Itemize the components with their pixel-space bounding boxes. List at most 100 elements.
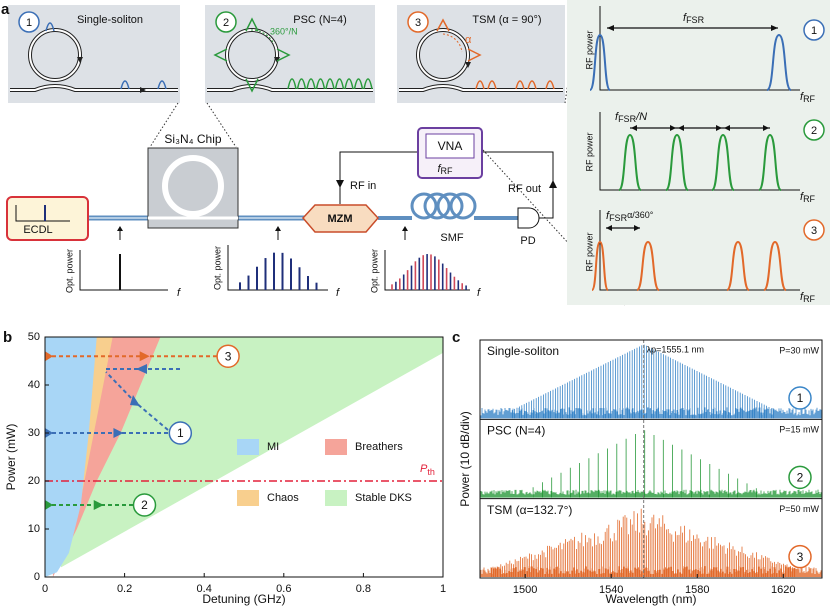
pulse xyxy=(287,78,297,90)
badge-label: 2 xyxy=(797,471,804,485)
inset-title: Single-soliton xyxy=(77,14,143,26)
pulse xyxy=(45,22,55,32)
pulse xyxy=(344,78,354,90)
vna-symbol: fRF xyxy=(437,163,453,176)
panel-label: a xyxy=(1,1,10,18)
y-axis-label: Power (10 dB/div) xyxy=(458,411,472,506)
badge-label: 2 xyxy=(223,17,229,29)
x-tick-label: 1500 xyxy=(513,584,537,596)
rf-peak xyxy=(711,133,735,191)
detector xyxy=(517,207,540,229)
y-tick-label: 50 xyxy=(28,331,40,343)
chip-label: Si₃N₄ Chip xyxy=(164,132,221,146)
legend-label: Chaos xyxy=(267,492,299,504)
badge-label: 3 xyxy=(811,225,817,237)
spectrum-ylabel: Opt. power xyxy=(369,249,379,293)
y-tick-label: 10 xyxy=(28,523,40,535)
badge xyxy=(788,465,812,490)
arrowhead xyxy=(45,351,53,362)
rf-panel xyxy=(567,0,830,305)
y-tick-label: 0 xyxy=(34,571,40,583)
pulse xyxy=(487,80,497,90)
spectrum xyxy=(480,344,822,419)
badge-label: 2 xyxy=(811,125,817,137)
x-axis-label: Detuning (GHz) xyxy=(202,592,285,606)
x-tick-label: 1620 xyxy=(771,584,795,596)
state-marker xyxy=(168,421,193,445)
rf-column: RF power RF power RF power fRF fRF fRF f… xyxy=(567,0,830,305)
pulse xyxy=(296,78,307,90)
rf-peak xyxy=(589,33,611,91)
x-tick-label: 0.8 xyxy=(356,583,371,595)
spectrum-axis xyxy=(384,250,470,291)
laser xyxy=(6,196,89,241)
y-tick-label: 20 xyxy=(28,475,40,487)
plot-frame xyxy=(479,339,823,579)
pulse xyxy=(213,48,228,62)
x-tick-label: 0.4 xyxy=(197,583,212,595)
inset-annotation: 360°/N xyxy=(270,26,298,36)
spectrum xyxy=(480,508,822,577)
rf-ylabel: RF power xyxy=(584,132,594,171)
spectrum-xlabel: f xyxy=(177,287,181,299)
rf-annotation: fFSR xyxy=(683,12,705,25)
rf-out-label: RF out xyxy=(508,183,541,195)
pulse xyxy=(353,78,364,90)
legend-label: Breathers xyxy=(355,441,403,453)
spectrum-xlabel: f xyxy=(477,287,481,299)
power-label: P=50 mW xyxy=(779,504,819,514)
legend-swatch xyxy=(325,490,347,506)
rf-annotation: fFSR/N xyxy=(615,111,647,124)
x-tick-label: 1 xyxy=(440,583,446,595)
pulse xyxy=(475,80,485,90)
rf-ylabel: RF power xyxy=(584,232,594,271)
badge-label: 3 xyxy=(415,17,421,29)
x-tick-label: 0.2 xyxy=(117,583,132,595)
pulse xyxy=(157,80,167,90)
rf-xlabel: fRF xyxy=(800,191,816,204)
state-label: 1 xyxy=(177,426,184,440)
rf-arrowheads xyxy=(606,25,778,231)
rf-ylabel: RF power xyxy=(584,30,594,69)
spectra: Single-soliton P=30 mW 1 PSC (N=4) P=15 mW 2 T… xyxy=(458,339,823,606)
x-tick-label: 0.6 xyxy=(276,583,291,595)
modulator-label: MZM xyxy=(327,213,352,225)
arrowhead xyxy=(93,500,104,510)
pulse xyxy=(436,18,450,32)
pulse xyxy=(325,78,335,90)
region xyxy=(45,337,97,577)
pulse xyxy=(306,78,316,90)
rf-annotation: fFSRα/360° xyxy=(606,210,654,223)
badge-label: 1 xyxy=(26,17,32,29)
legend-swatch xyxy=(237,490,259,506)
badge-label: 1 xyxy=(811,25,817,37)
state-marker xyxy=(132,493,157,517)
rf-in-label: RF in xyxy=(350,180,376,192)
vna-label: VNA xyxy=(438,139,463,153)
pulse xyxy=(363,78,373,90)
y-tick-label: 40 xyxy=(28,379,40,391)
rf-peak xyxy=(591,240,609,291)
panel-label: b xyxy=(3,329,12,346)
rf-peak xyxy=(726,240,750,291)
spectrum-axis xyxy=(227,245,328,291)
legend-label: MI xyxy=(267,441,279,453)
y-axis-label: Power (mW) xyxy=(4,424,18,491)
rf-peak xyxy=(766,33,792,91)
pulse xyxy=(245,17,259,32)
fiber-label: SMF xyxy=(440,232,464,244)
detector-label: PD xyxy=(520,235,535,247)
badge xyxy=(788,386,812,410)
series-label: Single-soliton xyxy=(487,344,559,358)
legend-swatch xyxy=(237,439,259,455)
badge xyxy=(215,11,237,33)
pulse xyxy=(315,78,326,90)
pulse xyxy=(334,78,345,90)
spectrum-ylabel: Opt. power xyxy=(212,246,222,290)
x-tick-label: 1580 xyxy=(685,584,709,596)
fiber-coil xyxy=(410,192,477,220)
modulator xyxy=(301,204,380,233)
rf-xlabel: fRF xyxy=(800,291,816,304)
